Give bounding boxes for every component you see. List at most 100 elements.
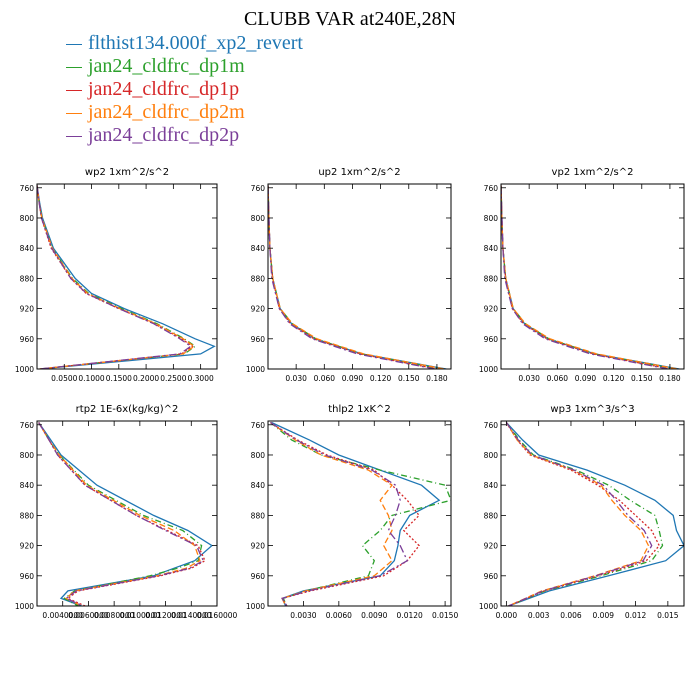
y-tick-label: 760 bbox=[484, 184, 499, 193]
panel-1: wp2 1xm^2/s^2 760 800 840 880 920 960 1000 0.050… bbox=[15, 167, 218, 383]
x-tick-label: 0.090 bbox=[575, 374, 597, 383]
y-tick-label: 960 bbox=[20, 572, 35, 581]
x-tick-label: 0.0140000 bbox=[171, 611, 212, 620]
y-tick-label: 760 bbox=[251, 421, 266, 430]
y-tick-label: 880 bbox=[251, 274, 266, 283]
y-tick-label: 920 bbox=[251, 542, 266, 551]
y-tick-label: 920 bbox=[20, 305, 35, 314]
y-tick-label: 960 bbox=[251, 572, 266, 581]
figure-title: CLUBB VAR at240E,28N bbox=[243, 8, 457, 30]
x-tick-label: 0.1000 bbox=[78, 374, 104, 383]
legend-item-2: jan24_cldfrc_dp1m bbox=[66, 55, 303, 78]
legend-swatch-5 bbox=[66, 135, 82, 137]
y-tick-label: 960 bbox=[484, 335, 499, 344]
panel-frame bbox=[267, 183, 452, 370]
legend-item-3: jan24_cldfrc_dp1p bbox=[66, 78, 303, 101]
x-tick-label: 0.0120 bbox=[397, 611, 423, 620]
y-tick-label: 920 bbox=[20, 542, 35, 551]
legend-item-1: flthist134.000f_xp2_revert bbox=[66, 32, 303, 55]
y-tick-label: 880 bbox=[20, 511, 35, 520]
series-line-4 bbox=[505, 422, 650, 606]
series-line-4 bbox=[501, 185, 678, 369]
x-tick-label: 0.006 bbox=[560, 611, 582, 620]
y-tick-label: 1000 bbox=[15, 365, 34, 374]
y-tick-label: 960 bbox=[484, 572, 499, 581]
panel-title: thlp2 1xK^2 bbox=[328, 404, 391, 415]
y-tick-label: 840 bbox=[251, 244, 266, 253]
x-tick-label: 0.2000 bbox=[133, 374, 159, 383]
legend-label-1: flthist134.000f_xp2_revert bbox=[88, 32, 303, 54]
y-tick-label: 1000 bbox=[479, 602, 498, 611]
series-line-5 bbox=[501, 185, 669, 369]
panel-frame bbox=[500, 420, 685, 607]
x-tick-label: 0.090 bbox=[342, 374, 364, 383]
series-line-3 bbox=[38, 422, 206, 606]
x-tick-label: 0.0120000 bbox=[145, 611, 186, 620]
x-tick-label: 0.0160000 bbox=[197, 611, 238, 620]
y-tick-label: 800 bbox=[484, 214, 499, 223]
x-tick-label: 0.120 bbox=[370, 374, 392, 383]
y-tick-label: 760 bbox=[20, 184, 35, 193]
series-line-5 bbox=[268, 185, 436, 369]
legend: flthist134.000f_xp2_revert jan24_cldfrc_… bbox=[66, 32, 303, 147]
y-tick-label: 840 bbox=[251, 481, 266, 490]
panel-title: rtp2 1E-6x(kg/kg)^2 bbox=[76, 404, 179, 415]
series-line-2 bbox=[501, 185, 675, 369]
panel-3: vp2 1xm^2/s^2 760 800 840 880 920 960 1000 0.030… bbox=[479, 167, 685, 383]
x-tick-label: 0.0060 bbox=[326, 611, 352, 620]
x-tick-label: 0.0060000 bbox=[68, 611, 109, 620]
legend-item-5: jan24_cldfrc_dp2p bbox=[66, 124, 303, 147]
series-line-3 bbox=[501, 185, 671, 369]
panel-frame bbox=[36, 420, 218, 607]
series-line-4 bbox=[38, 422, 201, 606]
x-tick-label: 0.000 bbox=[496, 611, 518, 620]
y-tick-label: 840 bbox=[20, 244, 35, 253]
legend-label-5: jan24_cldfrc_dp2p bbox=[88, 124, 240, 146]
series-line-1 bbox=[268, 185, 447, 369]
x-tick-label: 0.030 bbox=[518, 374, 540, 383]
series-line-1 bbox=[38, 422, 213, 606]
x-tick-label: 0.150 bbox=[631, 374, 653, 383]
x-tick-label: 0.003 bbox=[528, 611, 550, 620]
y-tick-label: 800 bbox=[484, 451, 499, 460]
legend-swatch-2 bbox=[66, 66, 82, 68]
x-tick-label: 0.012 bbox=[625, 611, 647, 620]
y-tick-label: 880 bbox=[484, 274, 499, 283]
x-tick-label: 0.0080000 bbox=[94, 611, 135, 620]
y-tick-label: 880 bbox=[484, 511, 499, 520]
y-tick-label: 800 bbox=[251, 451, 266, 460]
x-tick-label: 0.0090 bbox=[361, 611, 387, 620]
y-tick-label: 760 bbox=[251, 184, 266, 193]
series-line-1 bbox=[505, 422, 684, 606]
y-tick-label: 960 bbox=[251, 335, 266, 344]
x-tick-label: 0.0040000 bbox=[42, 611, 83, 620]
legend-swatch-3 bbox=[66, 89, 82, 91]
panel-frame bbox=[36, 183, 218, 370]
y-tick-label: 1000 bbox=[15, 602, 34, 611]
legend-swatch-4 bbox=[66, 112, 82, 114]
x-tick-label: 0.060 bbox=[547, 374, 569, 383]
series-line-5 bbox=[505, 422, 653, 606]
y-tick-label: 760 bbox=[484, 421, 499, 430]
series-line-3 bbox=[268, 185, 438, 369]
y-tick-label: 920 bbox=[484, 305, 499, 314]
x-tick-label: 0.0150 bbox=[432, 611, 458, 620]
series-line-1 bbox=[501, 185, 680, 369]
y-tick-label: 840 bbox=[484, 244, 499, 253]
x-tick-label: 0.0500 bbox=[51, 374, 77, 383]
x-tick-label: 0.3000 bbox=[188, 374, 214, 383]
series-line-4 bbox=[270, 421, 393, 606]
panel-title: vp2 1xm^2/s^2 bbox=[552, 167, 634, 178]
series-line-2 bbox=[505, 422, 664, 606]
x-tick-label: 0.120 bbox=[603, 374, 625, 383]
y-tick-label: 1000 bbox=[479, 365, 498, 374]
panel-title: wp3 1xm^3/s^3 bbox=[550, 404, 634, 415]
series-line-2 bbox=[38, 422, 203, 606]
y-tick-label: 800 bbox=[20, 214, 35, 223]
series-line-2 bbox=[37, 185, 197, 369]
panel-4: rtp2 1E-6x(kg/kg)^2 760 800 840 880 920 960 100… bbox=[15, 404, 238, 620]
legend-label-4: jan24_cldfrc_dp2m bbox=[88, 101, 245, 123]
panel-5: thlp2 1xK^2 760 800 840 880 920 960 1000 0.0030 0… bbox=[246, 404, 459, 620]
x-tick-label: 0.150 bbox=[398, 374, 420, 383]
series-line-3 bbox=[270, 421, 420, 606]
